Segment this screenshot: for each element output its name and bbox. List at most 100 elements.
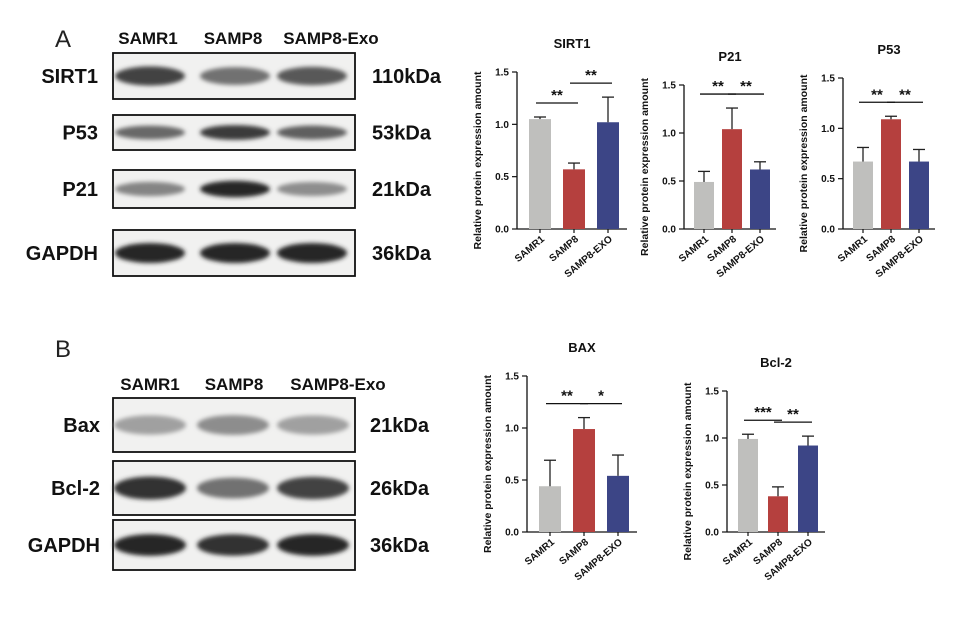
blot-band xyxy=(277,415,349,435)
bar xyxy=(563,169,585,229)
y-axis-label: Relative protein expression amount xyxy=(482,375,494,553)
blot-row-label: P53 xyxy=(62,123,98,145)
bar xyxy=(768,496,788,532)
blot-band xyxy=(197,477,269,499)
bar xyxy=(539,486,561,532)
chart-title: P21 xyxy=(718,49,741,64)
blot-band xyxy=(200,243,270,263)
x-tick-label: SAMR1 xyxy=(677,234,711,265)
bar xyxy=(909,161,929,229)
bar xyxy=(798,445,818,532)
y-tick-label: 1.5 xyxy=(705,387,719,398)
blot-band xyxy=(277,534,349,556)
blot-b-lane-label: SAMR1 xyxy=(120,375,180,394)
blot-b-lane-labels: SAMR1 SAMP8 SAMP8-Exo xyxy=(120,375,385,394)
blot-kda-label: 36kDa xyxy=(372,243,432,265)
blot-row-label: Bcl-2 xyxy=(51,478,100,500)
significance-label: ** xyxy=(712,78,724,95)
y-tick-label: 0.5 xyxy=(495,172,509,183)
x-tick-label: SAMR1 xyxy=(523,537,557,568)
blot-row-label: GAPDH xyxy=(28,535,100,557)
y-tick-label: 1.0 xyxy=(821,124,835,135)
blot-band xyxy=(200,125,270,140)
bar xyxy=(881,119,901,229)
blot-band xyxy=(277,182,347,196)
significance-label: ** xyxy=(551,87,563,104)
blot-band xyxy=(277,66,347,86)
blot-band xyxy=(200,67,270,85)
y-tick-label: 1.0 xyxy=(495,120,509,131)
significance-label: ** xyxy=(740,78,752,95)
bar xyxy=(722,129,742,229)
blot-band xyxy=(115,181,185,197)
y-tick-label: 0.0 xyxy=(505,528,519,539)
y-tick-label: 0.0 xyxy=(662,225,676,236)
chart-title: BAX xyxy=(568,340,596,355)
panel-a-letter: A xyxy=(55,26,71,53)
y-tick-label: 1.5 xyxy=(662,81,676,92)
y-tick-label: 1.5 xyxy=(495,68,509,79)
y-tick-label: 0.5 xyxy=(505,476,519,487)
blot-a-lane-label: SAMR1 xyxy=(118,29,178,48)
blot-band xyxy=(114,415,186,435)
y-tick-label: 1.0 xyxy=(505,424,519,435)
blot-kda-label: 53kDa xyxy=(372,123,432,145)
bar-chart: P53 Relative protein expression amount 0.0… xyxy=(798,42,935,280)
bar xyxy=(750,169,770,229)
blot-kda-label: 21kDa xyxy=(372,179,432,201)
significance-label: ** xyxy=(899,86,911,103)
bar xyxy=(597,122,619,229)
y-tick-label: 1.0 xyxy=(705,434,719,445)
blot-kda-label: 26kDa xyxy=(370,478,430,500)
blot-band xyxy=(197,415,269,435)
bar xyxy=(694,181,714,229)
western-blot-a: SIRT1 110kDa P53 53kDa P21 21kDa GAPDH 36kDa xyxy=(26,52,442,277)
blot-band xyxy=(115,243,185,263)
blot-band xyxy=(277,125,347,140)
blot-b-lane-label: SAMP8 xyxy=(205,375,264,394)
bar xyxy=(738,438,758,532)
blot-kda-label: 21kDa xyxy=(370,415,430,437)
chart-title: Bcl-2 xyxy=(760,355,792,370)
blot-row-label: SIRT1 xyxy=(41,66,98,88)
y-axis-label: Relative protein expression amount xyxy=(798,74,810,252)
western-blot-b: Bax 21kDa Bcl-2 26kDa GAPDH 36kDa xyxy=(28,397,430,571)
y-axis-label: Relative protein expression amount xyxy=(639,78,651,256)
blot-b-lane-label: SAMP8-Exo xyxy=(290,375,385,394)
y-tick-label: 0.0 xyxy=(705,528,719,539)
blot-band xyxy=(115,66,185,86)
blot-kda-label: 36kDa xyxy=(370,535,430,557)
blot-band xyxy=(277,243,347,263)
bar xyxy=(573,429,595,532)
blot-row-label: Bax xyxy=(63,415,100,437)
blot-band xyxy=(277,476,349,500)
bar-chart: P21 Relative protein expression amount 0.0… xyxy=(639,49,776,280)
significance-label: *** xyxy=(754,404,772,421)
bar-chart: Bcl-2 Relative protein expression amount 0… xyxy=(682,355,825,583)
y-tick-label: 1.5 xyxy=(821,74,835,85)
blot-a-lane-label: SAMP8-Exo xyxy=(283,29,378,48)
y-tick-label: 0.5 xyxy=(821,174,835,185)
bar xyxy=(607,475,629,532)
blot-band xyxy=(200,180,270,198)
significance-label: ** xyxy=(871,86,883,103)
bar-chart: BAX Relative protein expression amount 0.0… xyxy=(482,340,637,583)
blot-row-label: P21 xyxy=(62,179,98,201)
y-axis-label: Relative protein expression amount xyxy=(682,382,694,560)
blot-row-label: GAPDH xyxy=(26,243,98,265)
significance-label: * xyxy=(598,388,604,405)
y-axis-label: Relative protein expression amount xyxy=(472,71,484,249)
blot-a-lane-label: SAMP8 xyxy=(204,29,263,48)
x-tick-label: SAMR1 xyxy=(721,537,755,568)
bar-chart: SIRT1 Relative protein expression amount 0… xyxy=(472,36,627,280)
y-tick-label: 1.0 xyxy=(662,129,676,140)
x-tick-label: SAMR1 xyxy=(836,234,870,265)
panel-b-letter: B xyxy=(55,336,71,363)
blot-a-lane-labels: SAMR1 SAMP8 SAMP8-Exo xyxy=(118,29,378,48)
y-tick-label: 0.0 xyxy=(495,225,509,236)
significance-label: ** xyxy=(787,406,799,423)
bar xyxy=(853,161,873,229)
chart-title: P53 xyxy=(877,42,900,57)
blot-band xyxy=(114,476,186,500)
